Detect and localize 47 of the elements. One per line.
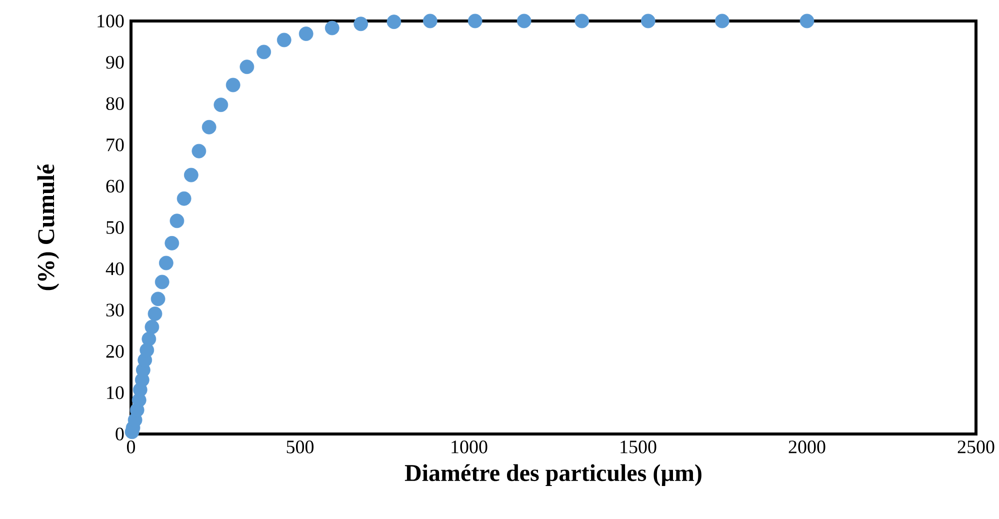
point bbox=[202, 120, 216, 134]
point bbox=[354, 16, 368, 32]
point bbox=[170, 214, 184, 228]
point bbox=[226, 78, 240, 92]
y-tick-label: 70 bbox=[106, 138, 124, 152]
point bbox=[574, 14, 590, 28]
x-tick-label: 2500 bbox=[958, 440, 994, 454]
point bbox=[214, 98, 228, 112]
point bbox=[714, 14, 730, 28]
point bbox=[176, 191, 192, 206]
point bbox=[422, 14, 438, 28]
y-tick-label: 20 bbox=[106, 344, 124, 358]
point bbox=[184, 168, 198, 182]
point bbox=[144, 320, 160, 334]
point bbox=[516, 14, 532, 28]
point bbox=[150, 292, 166, 306]
x-axis-title: Diamétre des particules (µm) bbox=[404, 464, 702, 486]
point bbox=[468, 14, 482, 28]
x-tick-label: 500 bbox=[286, 440, 314, 454]
point bbox=[640, 14, 656, 28]
y-tick-label: 50 bbox=[106, 221, 124, 234]
x-tick-label: 1000 bbox=[452, 440, 488, 454]
y-tick-label: 40 bbox=[106, 262, 124, 276]
x-tick-label: 1500 bbox=[620, 440, 656, 454]
point bbox=[324, 20, 340, 36]
point bbox=[298, 26, 314, 41]
point bbox=[164, 236, 180, 250]
point bbox=[800, 14, 814, 28]
x-tick-label: 2000 bbox=[788, 440, 826, 454]
point bbox=[276, 32, 292, 48]
x-tick-label: 0 bbox=[126, 440, 136, 454]
point bbox=[142, 332, 156, 346]
point bbox=[154, 274, 170, 290]
y-tick-label: 100 bbox=[98, 14, 124, 28]
y-tick-label: 80 bbox=[106, 97, 124, 110]
y-tick-label: 10 bbox=[107, 386, 124, 400]
y-tick-label: 60 bbox=[106, 180, 124, 193]
y-axis-title: (%) Cumulé bbox=[37, 164, 60, 290]
point bbox=[148, 306, 162, 322]
y-tick-label: 90 bbox=[106, 56, 124, 69]
point bbox=[158, 256, 174, 270]
y-tick-label: 0 bbox=[116, 428, 124, 440]
point bbox=[386, 14, 402, 30]
point bbox=[240, 60, 254, 74]
point bbox=[256, 44, 272, 60]
point bbox=[192, 144, 206, 158]
y-tick-label: 30 bbox=[106, 304, 124, 316]
